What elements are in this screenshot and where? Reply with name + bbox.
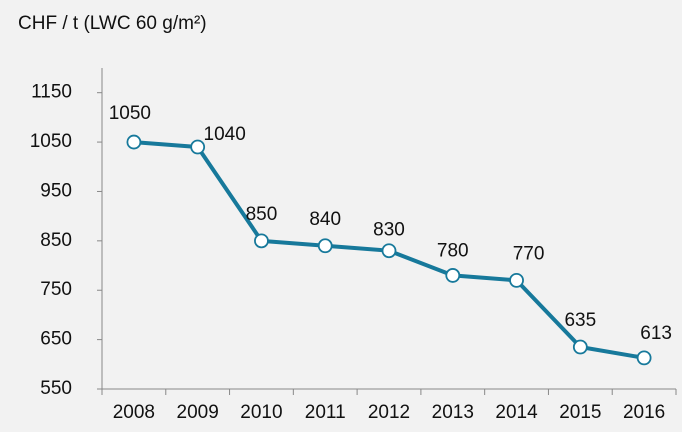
x-tick-label: 2014 [495,402,538,423]
x-tick-label: 2011 [305,402,346,423]
marker [317,238,333,254]
data-label: 1040 [204,124,246,145]
x-tick-label: 2009 [177,402,219,423]
y-tick-label: 850 [40,230,72,251]
y-tick-label: 750 [40,279,72,300]
marker [190,139,206,155]
data-label: 780 [437,240,469,261]
y-tick-label: 950 [40,180,72,201]
y-tick-label: 650 [40,329,72,350]
marker [445,268,461,283]
x-tick-label: 2013 [432,402,474,423]
marker [381,243,397,259]
x-tick-label: 2015 [559,402,601,423]
data-label: 635 [564,310,596,331]
y-tick-label: 1150 [31,82,72,103]
x-tick-label: 2012 [368,402,410,423]
marker [636,350,652,366]
x-tick-label: 2010 [240,402,282,423]
x-tick-label: 2016 [623,402,665,423]
chart-title: CHF / t (LWC 60 g/m²) [18,13,207,34]
marker [254,233,269,249]
y-tick-label: 550 [40,378,72,399]
data-label: 613 [640,323,672,344]
marker [572,339,588,355]
data-label: 1050 [109,103,151,124]
marker [126,134,142,150]
data-label: 830 [373,220,405,241]
data-label: 840 [309,209,341,230]
data-label: 850 [246,204,278,225]
y-tick-label: 1050 [30,131,72,152]
x-tick-label: 2008 [113,402,155,423]
data-label: 770 [513,243,545,264]
marker [509,272,524,288]
